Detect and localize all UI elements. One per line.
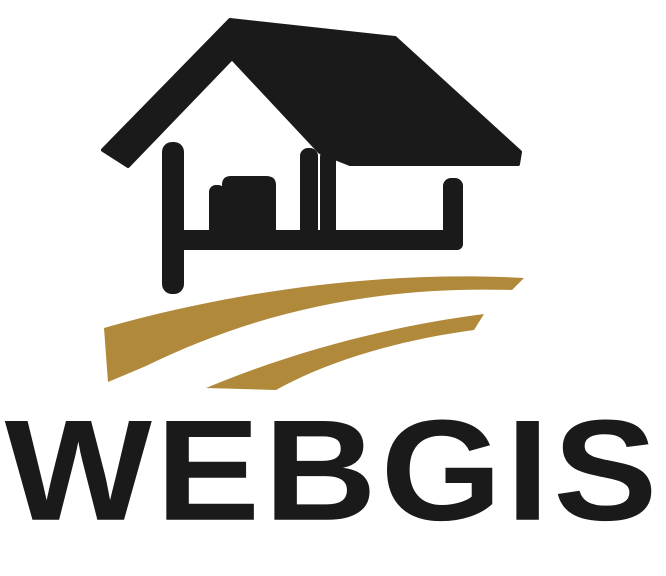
field-icon [104,276,524,390]
house-on-field-icon [101,18,524,390]
field-stripe-lower [206,314,484,390]
floor-beam [162,230,463,250]
roof-shape [101,18,522,168]
center-post [300,148,318,240]
right-inner-post [320,150,336,244]
house-icon [101,18,522,294]
field-stripe-upper [104,276,524,382]
left-wall-post [162,142,184,294]
wordmark-text: WEBGIS [4,390,662,552]
interior-left-post [209,185,225,237]
